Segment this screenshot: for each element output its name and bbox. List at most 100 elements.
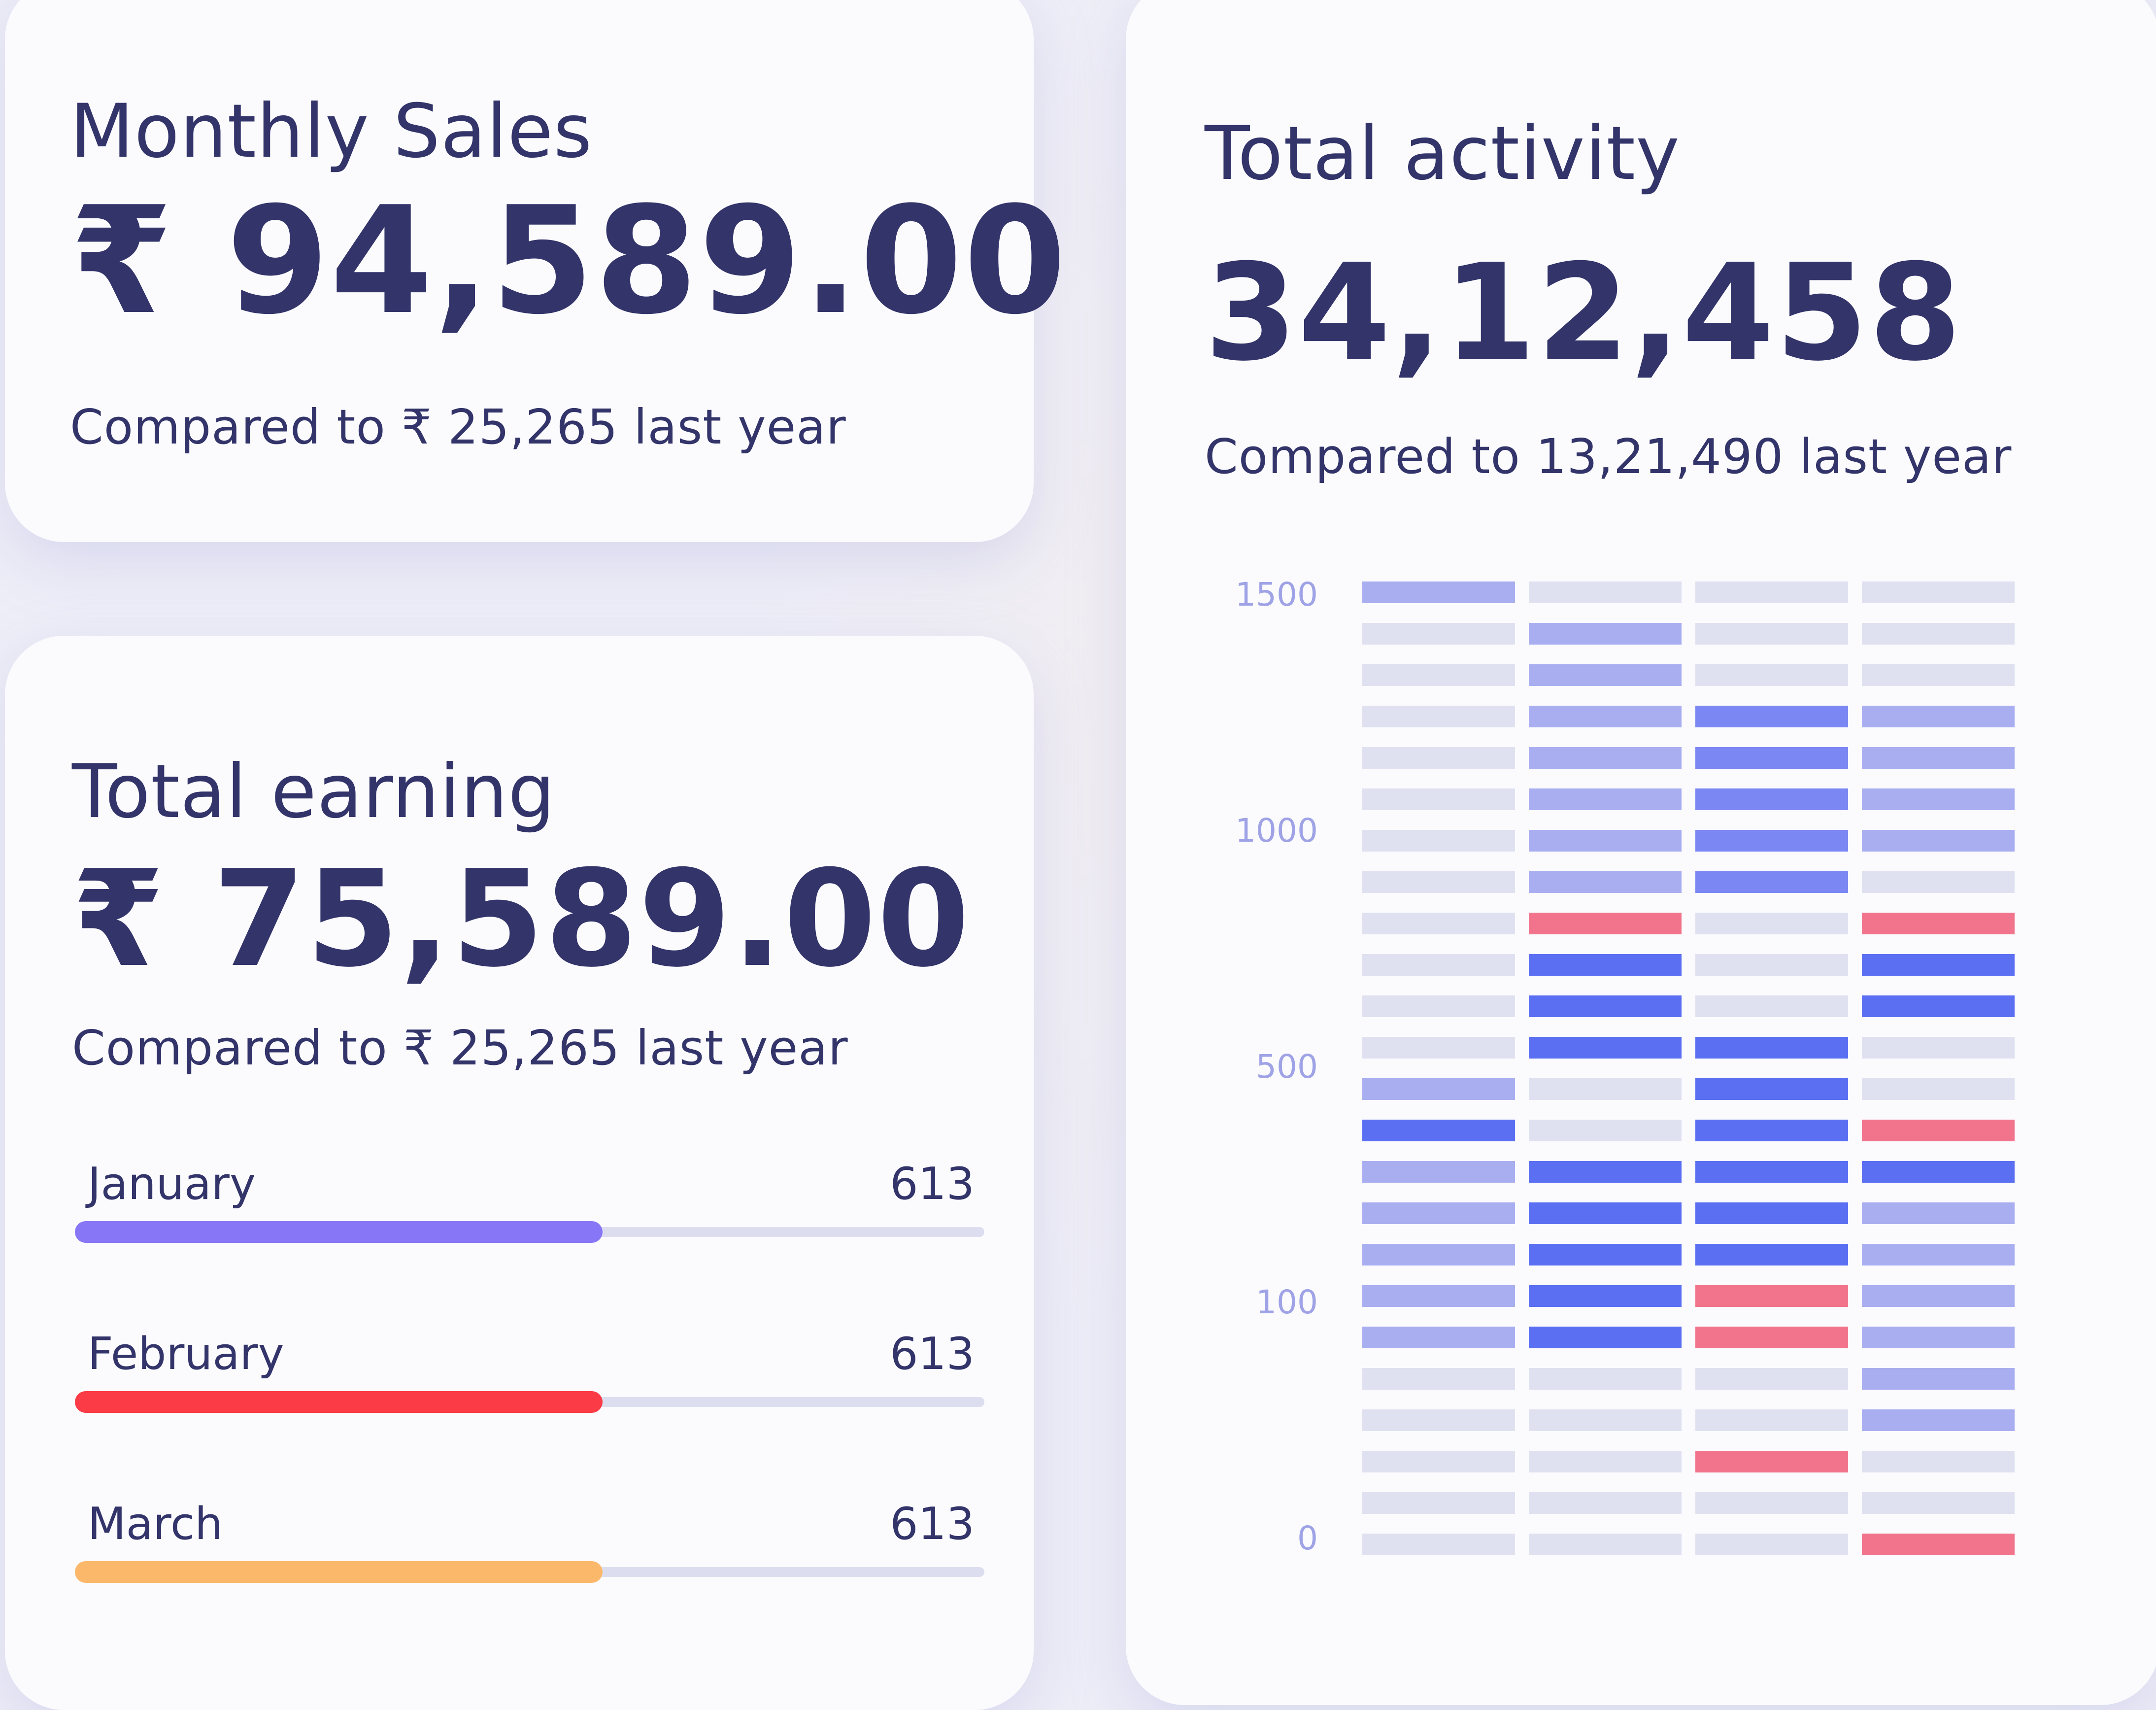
heatmap-cell <box>1362 788 1515 810</box>
heatmap-cell <box>1362 995 1515 1017</box>
heatmap-cell <box>1695 954 1848 976</box>
heatmap-cell <box>1362 664 1515 686</box>
heatmap-cell <box>1862 1285 2015 1307</box>
heatmap-cell <box>1695 871 1848 893</box>
heatmap-cell <box>1862 1244 2015 1265</box>
heatmap-cell <box>1529 1368 1682 1390</box>
heatmap-cell <box>1362 1161 1515 1183</box>
heatmap-cell <box>1362 913 1515 934</box>
heatmap-cell <box>1695 706 1848 727</box>
y-tick-label: 1000 <box>1235 811 1318 850</box>
heatmap-cell <box>1529 1327 1682 1348</box>
heatmap-cell <box>1862 995 2015 1017</box>
heatmap-cell <box>1529 788 1682 810</box>
activity-heatmap: 1500 1000 500 100 0 <box>1126 0 2156 1705</box>
progress-row-february: February 613 <box>75 1328 984 1427</box>
heatmap-cell <box>1529 1161 1682 1183</box>
heatmap-cell <box>1362 954 1515 976</box>
heatmap-cell <box>1529 1037 1682 1059</box>
progress-label: March <box>88 1498 223 1550</box>
progress-track <box>75 1221 984 1243</box>
heatmap-cell <box>1862 954 2015 976</box>
progress-fill <box>75 1221 603 1243</box>
total-earning-card: Total earning ₹ 75,589.00 Compared to ₹ … <box>5 636 1034 1710</box>
heatmap-cell <box>1695 1327 1848 1348</box>
heatmap-cell <box>1529 871 1682 893</box>
heatmap-cell <box>1695 1285 1848 1307</box>
progress-label: February <box>88 1328 284 1380</box>
heatmap-cell <box>1529 623 1682 645</box>
heatmap-cell <box>1695 1409 1848 1431</box>
heatmap-cell <box>1362 581 1515 603</box>
heatmap-cell <box>1695 623 1848 645</box>
progress-track <box>75 1391 984 1413</box>
heatmap-cell <box>1862 788 2015 810</box>
progress-track <box>75 1561 984 1583</box>
monthly-sales-amount: ₹ 94,589.00 <box>70 175 1068 347</box>
heatmap-cell <box>1695 1161 1848 1183</box>
heatmap-cell <box>1695 1451 1848 1472</box>
progress-row-january: January 613 <box>75 1158 984 1257</box>
heatmap-cell <box>1362 1037 1515 1059</box>
heatmap-cell <box>1695 1078 1848 1100</box>
heatmap-cell <box>1362 1120 1515 1141</box>
heatmap-cell <box>1362 1078 1515 1100</box>
heatmap-cell <box>1695 1534 1848 1555</box>
heatmap-cell <box>1362 830 1515 852</box>
heatmap-cell <box>1695 1492 1848 1514</box>
heatmap-cell <box>1862 1409 2015 1431</box>
heatmap-cell <box>1862 1451 2015 1472</box>
heatmap-cell <box>1862 1037 2015 1059</box>
heatmap-cell <box>1362 1202 1515 1224</box>
heatmap-cell <box>1529 706 1682 727</box>
heatmap-cell <box>1362 1492 1515 1514</box>
heatmap-cell <box>1529 1202 1682 1224</box>
heatmap-cell <box>1862 623 2015 645</box>
heatmap-cell <box>1529 664 1682 686</box>
heatmap-cell <box>1862 830 2015 852</box>
monthly-sales-comparison: Compared to ₹ 25,265 last year <box>70 399 846 455</box>
heatmap-cell <box>1362 1285 1515 1307</box>
total-earning-title: Total earning <box>72 749 556 835</box>
total-activity-comparison: Compared to 13,21,490 last year <box>1205 429 2012 484</box>
heatmap-cell <box>1695 1120 1848 1141</box>
progress-value: 613 <box>890 1328 975 1380</box>
progress-value: 613 <box>890 1158 975 1210</box>
heatmap-cell <box>1529 1451 1682 1472</box>
progress-fill <box>75 1391 603 1413</box>
heatmap-cell <box>1529 830 1682 852</box>
total-earning-amount: ₹ 75,589.00 <box>72 841 971 996</box>
heatmap-cell <box>1362 1451 1515 1472</box>
heatmap-cell <box>1362 1327 1515 1348</box>
heatmap-cell <box>1362 623 1515 645</box>
heatmap-cell <box>1529 1078 1682 1100</box>
heatmap-cell <box>1362 871 1515 893</box>
heatmap-cell <box>1529 1244 1682 1265</box>
total-earning-comparison: Compared to ₹ 25,265 last year <box>72 1020 848 1076</box>
heatmap-cell <box>1362 1368 1515 1390</box>
heatmap-cell <box>1695 664 1848 686</box>
heatmap-cell <box>1362 1409 1515 1431</box>
heatmap-cell <box>1529 954 1682 976</box>
heatmap-cell <box>1529 995 1682 1017</box>
heatmap-cell <box>1862 1202 2015 1224</box>
heatmap-cell <box>1862 664 2015 686</box>
heatmap-cell <box>1529 1492 1682 1514</box>
heatmap-cell <box>1695 995 1848 1017</box>
heatmap-cell <box>1695 1037 1848 1059</box>
heatmap-cell <box>1862 1120 2015 1141</box>
heatmap-cell <box>1695 747 1848 769</box>
heatmap-cell <box>1529 913 1682 934</box>
heatmap-cell <box>1529 747 1682 769</box>
heatmap-cell <box>1529 1120 1682 1141</box>
heatmap-cell <box>1695 788 1848 810</box>
heatmap-cell <box>1862 1368 2015 1390</box>
y-tick-label: 1500 <box>1235 576 1318 614</box>
monthly-sales-title: Monthly Sales <box>70 89 593 174</box>
total-activity-amount: 34,12,458 <box>1205 235 1963 390</box>
heatmap-cell <box>1529 1409 1682 1431</box>
heatmap-cell <box>1362 1244 1515 1265</box>
heatmap-cell <box>1862 1078 2015 1100</box>
heatmap-cell <box>1695 913 1848 934</box>
heatmap-cell <box>1362 747 1515 769</box>
